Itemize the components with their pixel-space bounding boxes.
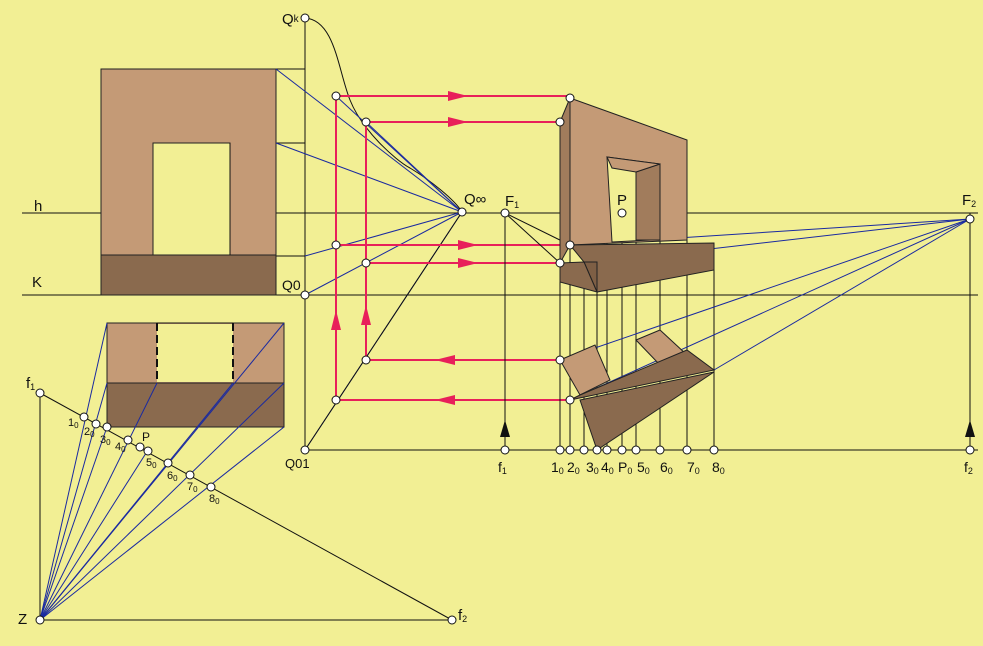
label-f2-upper: F2	[962, 192, 976, 209]
base-label: 10	[551, 459, 564, 476]
small-label: 20	[84, 426, 95, 439]
small-label: 70	[187, 481, 198, 494]
base-label: P0	[618, 459, 632, 476]
label-q01: Q01	[285, 456, 310, 471]
base-label: 50	[637, 459, 650, 476]
base-label: f1	[498, 459, 507, 476]
arrow-f2	[965, 420, 975, 437]
front-view-projectors	[276, 68, 305, 257]
small-label: 60	[167, 470, 178, 483]
perspective-object	[559, 97, 715, 293]
base-label: 40	[601, 459, 614, 476]
label-q0: Q0	[282, 277, 301, 293]
small-label: 30	[100, 434, 111, 447]
plan-view	[106, 322, 285, 428]
base-label: 20	[567, 459, 580, 476]
perspective-plan	[559, 329, 716, 451]
base-label: f2	[964, 459, 973, 476]
base-label: 60	[660, 459, 673, 476]
label-f1-left: f1	[26, 375, 35, 392]
base-scale-labels: f1 10 20 30 40 P0 50 60 70 80 f2	[498, 459, 973, 476]
label-h: h	[34, 198, 42, 215]
base-label: 30	[586, 459, 599, 476]
front-elevation	[100, 68, 277, 296]
qinf-rays	[275, 68, 463, 451]
q01-qinf-line	[304, 211, 463, 451]
arrow-f1	[500, 420, 510, 437]
small-label: 40	[115, 441, 126, 454]
label-qk: Qk	[282, 11, 300, 28]
small-label: 50	[146, 457, 157, 470]
label-k: K	[32, 274, 42, 291]
small-label: 80	[209, 493, 220, 506]
label-z: Z	[18, 611, 27, 628]
label-f1-upper: F1	[505, 193, 519, 210]
label-p-small: P	[142, 430, 150, 444]
qk-curve	[304, 17, 463, 213]
small-scale-labels: 10 20 30 40 50 60 70 80	[68, 417, 220, 506]
label-f2-bottom: f2	[458, 607, 467, 624]
base-label: 80	[712, 459, 725, 476]
construction-points	[35, 13, 975, 625]
label-p: P	[617, 192, 627, 209]
small-label: 10	[68, 417, 79, 430]
label-qinf: Q∞	[464, 191, 487, 208]
base-label: 70	[687, 459, 700, 476]
